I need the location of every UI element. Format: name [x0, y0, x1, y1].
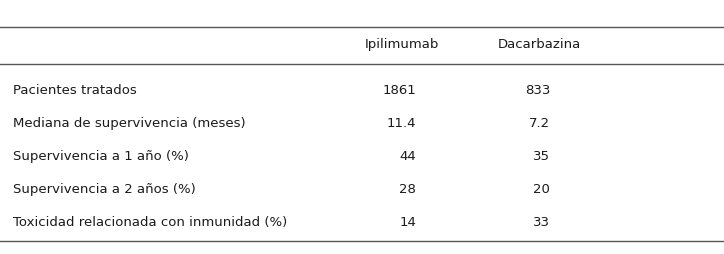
Text: Toxicidad relacionada con inmunidad (%): Toxicidad relacionada con inmunidad (%) — [13, 216, 287, 229]
Text: 14: 14 — [400, 216, 416, 229]
Text: 35: 35 — [534, 150, 550, 163]
Text: 44: 44 — [400, 150, 416, 163]
Text: 1861: 1861 — [382, 84, 416, 97]
Text: Ipilimumab: Ipilimumab — [365, 38, 439, 51]
Text: Supervivencia a 1 año (%): Supervivencia a 1 año (%) — [13, 150, 189, 163]
Text: Dacarbazina: Dacarbazina — [498, 38, 581, 51]
Text: Pacientes tratados: Pacientes tratados — [13, 84, 137, 97]
Text: 833: 833 — [525, 84, 550, 97]
Text: 11.4: 11.4 — [387, 117, 416, 130]
Text: 7.2: 7.2 — [529, 117, 550, 130]
Text: 33: 33 — [534, 216, 550, 229]
Text: 28: 28 — [400, 183, 416, 196]
Text: 20: 20 — [534, 183, 550, 196]
Text: Supervivencia a 2 años (%): Supervivencia a 2 años (%) — [13, 183, 195, 196]
Text: Mediana de supervivencia (meses): Mediana de supervivencia (meses) — [13, 117, 245, 130]
